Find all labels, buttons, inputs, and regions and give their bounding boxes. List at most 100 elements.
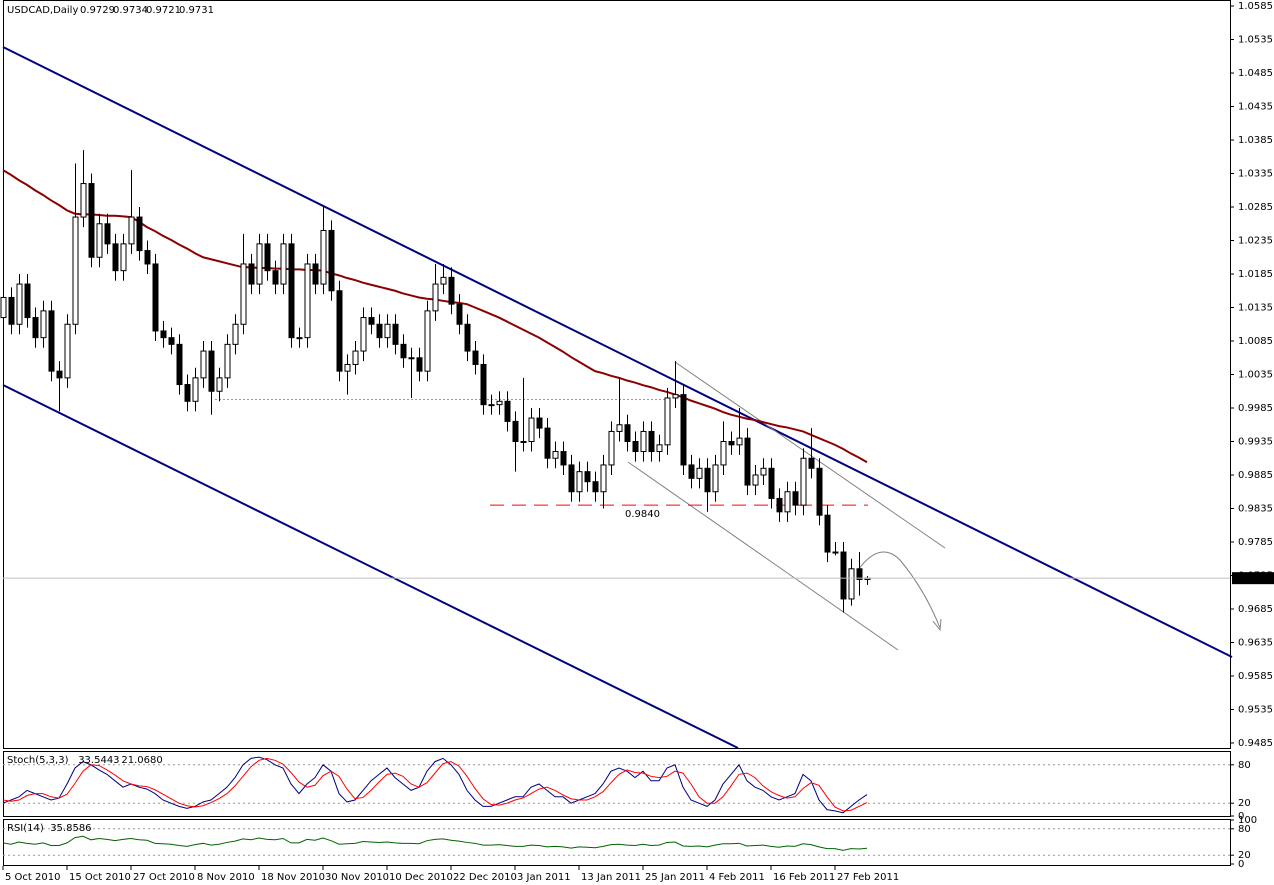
y-tick-label: 0.9935 [1238,436,1273,447]
candle-body [368,317,375,325]
candle-body [776,497,783,513]
candle-body [560,451,567,466]
candle-body [448,276,455,305]
y-tick-label: 0.9835 [1238,503,1273,514]
candle-body [96,223,103,258]
y-tick-label: 100 [1238,815,1257,826]
candle-body [8,296,15,325]
candle-body [656,444,663,453]
y-tick-label: 1.0035 [1238,370,1273,381]
y-tick-label: 0.9985 [1238,403,1273,414]
y-tick-label: 0 [1238,859,1244,870]
candle-body [288,243,295,339]
candle-body [336,290,343,372]
candle-body [432,283,439,312]
candle-body [176,343,183,386]
candle-body [408,357,415,360]
x-tick-label: 15 Oct 2010 [69,872,131,883]
candle-body [216,377,223,392]
candle-body [56,370,63,379]
candle-body [696,467,703,479]
candle-body [72,216,79,325]
candle-body [680,394,687,466]
x-tick-label: 10 Dec 2010 [389,872,453,883]
candle-body [312,263,319,285]
candle-body [808,457,815,469]
candle-body [480,363,487,406]
candle-body [224,343,231,379]
header-value: 0.9734 [113,5,148,16]
candle-body [40,310,47,339]
y-tick-label: 1.0435 [1238,102,1273,113]
candle-body [616,424,623,432]
x-tick-label: 22 Dec 2010 [453,872,517,883]
candle-body [736,437,743,446]
indicator-line [2,757,868,812]
candle-body [664,397,671,446]
candle-body [840,551,847,600]
x-tick-label: 16 Feb 2011 [773,872,835,883]
candle-body [800,457,807,506]
candle-body [272,270,279,285]
candle-body [584,471,591,483]
candle-body [624,424,631,442]
candle-body [392,323,399,345]
candle-body [704,467,711,493]
candle-body [552,451,559,459]
indicator-reading: 21.0680 [121,755,162,766]
candle-body [760,467,767,476]
candle-body [544,427,551,459]
x-tick-label: 5 Oct 2010 [5,872,60,883]
candle-body [464,323,471,352]
y-tick-label: 0.9785 [1238,537,1273,548]
level-label: 0.9840 [625,509,660,520]
candle-body [144,250,151,265]
candle-body [280,243,287,285]
x-tick-label: 27 Oct 2010 [133,872,195,883]
candle-body [296,337,303,340]
candle-body [792,491,799,506]
current-price-box [1232,572,1274,585]
candle-body [504,400,511,422]
indicator-title: Stoch(5,3,3) [7,755,69,766]
candle-body [688,464,695,479]
candle-body [376,323,383,339]
candle-body [168,337,175,345]
candle-body [80,183,87,218]
candle-body [384,323,391,339]
y-tick-label: 1.0485 [1238,68,1273,79]
candle-body [128,216,135,245]
candle-body [400,343,407,359]
candle-body [16,283,23,325]
y-tick-label: 0.9635 [1238,637,1273,648]
y-tick-label: 1.0185 [1238,269,1273,280]
candle-body [328,229,335,292]
candle-body [456,303,463,325]
candle-body [496,400,503,406]
indicator-line [2,756,868,814]
candle-body [112,243,119,272]
x-tick-label: 30 Nov 2010 [325,872,389,883]
y-tick-label: 20 [1238,850,1251,861]
candle-body [240,263,247,325]
candle-body [568,464,575,493]
candle-body [528,417,535,442]
candle-body [360,317,367,352]
x-tick-label: 27 Feb 2011 [837,872,899,883]
y-tick-label: 1.0335 [1238,169,1273,180]
indicator-reading: 35.8586 [50,823,91,834]
current-price-label: 0.9731 [1238,573,1273,584]
candle-body [592,481,599,493]
candle-body [728,440,735,446]
upper-channel-line [2,46,1233,658]
candle-body [632,440,639,453]
candle-body [344,363,351,372]
candle-body [24,283,31,319]
y-tick-label: 0 [1238,811,1244,822]
y-tick-label: 0.9885 [1238,470,1273,481]
candle-body [784,491,791,513]
candle-body [232,323,239,345]
candle-body [208,350,215,392]
y-tick-label: 0.9485 [1238,738,1273,749]
y-tick-label: 1.0135 [1238,303,1273,314]
